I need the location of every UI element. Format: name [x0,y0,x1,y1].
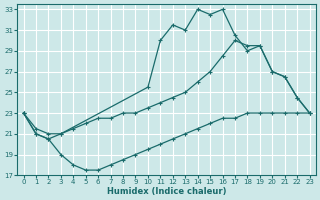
X-axis label: Humidex (Indice chaleur): Humidex (Indice chaleur) [107,187,226,196]
